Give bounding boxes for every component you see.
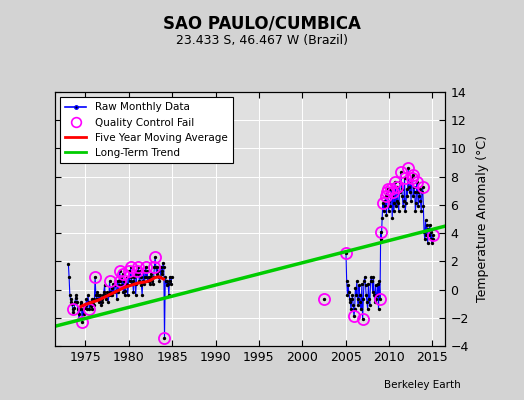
- Text: 23.433 S, 46.467 W (Brazil): 23.433 S, 46.467 W (Brazil): [176, 34, 348, 47]
- Y-axis label: Temperature Anomaly (°C): Temperature Anomaly (°C): [476, 136, 488, 302]
- Legend: Raw Monthly Data, Quality Control Fail, Five Year Moving Average, Long-Term Tren: Raw Monthly Data, Quality Control Fail, …: [60, 97, 233, 163]
- Text: Berkeley Earth: Berkeley Earth: [385, 380, 461, 390]
- Text: SAO PAULO/CUMBICA: SAO PAULO/CUMBICA: [163, 14, 361, 32]
